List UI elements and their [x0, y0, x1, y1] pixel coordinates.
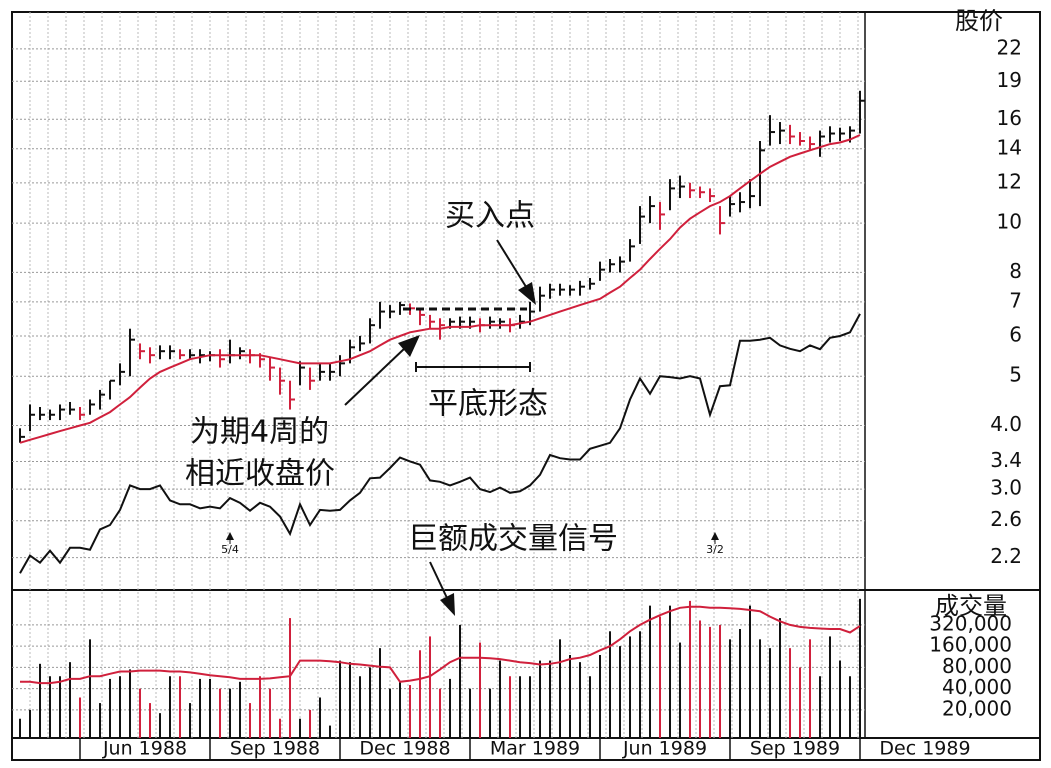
y-tick-label: 40,000 — [942, 675, 1012, 699]
annotation: 买入点 — [445, 199, 535, 234]
y-tick-label: 7 — [1009, 288, 1022, 312]
y-tick-label: 160,000 — [929, 633, 1012, 657]
frame — [11, 11, 1041, 761]
y-tick-label: 8 — [1009, 259, 1022, 283]
y-tick-label: 320,000 — [929, 611, 1012, 635]
y-tick-label: 10 — [997, 210, 1022, 234]
split-arrow — [226, 532, 234, 540]
x-tick-label: Jun 1988 — [102, 738, 187, 760]
y-tick-label: 80,000 — [942, 654, 1012, 678]
volume-axis-title: 成交量 — [935, 592, 1007, 620]
x-tick-label: Sep 1988 — [230, 738, 320, 760]
y-tick-label: 2.2 — [990, 544, 1022, 568]
annotation: 巨额成交量信号 — [408, 522, 618, 557]
x-tick-label: Mar 1989 — [490, 738, 580, 760]
y-tick-label: 12 — [997, 169, 1022, 193]
y-tick-label: 19 — [997, 68, 1022, 92]
annotation: 相近收盘价 — [185, 457, 335, 492]
arrow — [429, 561, 448, 599]
y-tick-label: 3.0 — [990, 476, 1022, 500]
y-tick-label: 2.6 — [990, 507, 1022, 531]
plot — [19, 90, 865, 738]
grid — [12, 12, 865, 738]
y-tick-label: 20,000 — [942, 696, 1012, 720]
annotation: 平底形态 — [428, 387, 548, 422]
arrow — [344, 347, 406, 406]
bracket — [415, 362, 531, 372]
arrow — [496, 239, 529, 291]
y-tick-label: 4.0 — [990, 412, 1022, 436]
x-tick-label: Sep 1989 — [750, 738, 840, 760]
x-tick-label: Jun 1989 — [622, 738, 707, 760]
x-tick-label: Dec 1989 — [879, 738, 970, 760]
y-tick-label: 14 — [997, 135, 1022, 159]
relative-strength — [19, 313, 861, 574]
arrow-head — [398, 335, 420, 357]
annotation: 为期4周的 — [190, 415, 329, 450]
y-tick-label: 3.4 — [990, 448, 1022, 472]
moving-average — [19, 134, 861, 444]
split-label: 5/4 — [221, 543, 239, 556]
x-tick-label: Dec 1988 — [359, 738, 450, 760]
y-tick-label: 16 — [997, 106, 1022, 130]
split-label: 3/2 — [706, 543, 724, 556]
y-tick-label: 6 — [1009, 322, 1022, 346]
price-axis-title: 股价 — [955, 7, 1003, 35]
split-arrow — [711, 532, 719, 540]
y-tick-label: 22 — [997, 35, 1022, 59]
arrow-head — [440, 593, 455, 616]
y-tick-label: 5 — [1009, 363, 1022, 387]
volume-average — [20, 605, 861, 685]
arrow-head — [518, 282, 536, 305]
